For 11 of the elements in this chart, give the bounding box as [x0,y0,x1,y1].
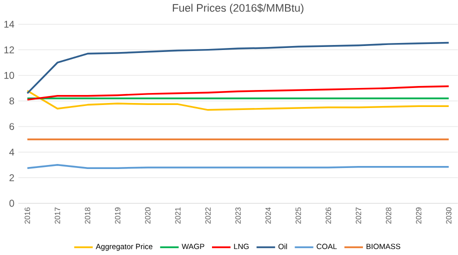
line-series [26,42,450,94]
y-tick-label: 0 [9,200,14,207]
y-tick-label: 6 [10,123,14,130]
y-tick-label: 14 [4,20,14,28]
y-tick-label: 10 [4,72,14,79]
y-tick-label: 8 [9,97,14,104]
chart-title: Fuel Prices (2016$/MMBtu) [172,4,304,14]
line-series [26,85,450,101]
y-tick-label: 12 [4,46,14,54]
y-tick-label: 2 [10,174,14,182]
y-tick-label: 4 [9,148,14,156]
